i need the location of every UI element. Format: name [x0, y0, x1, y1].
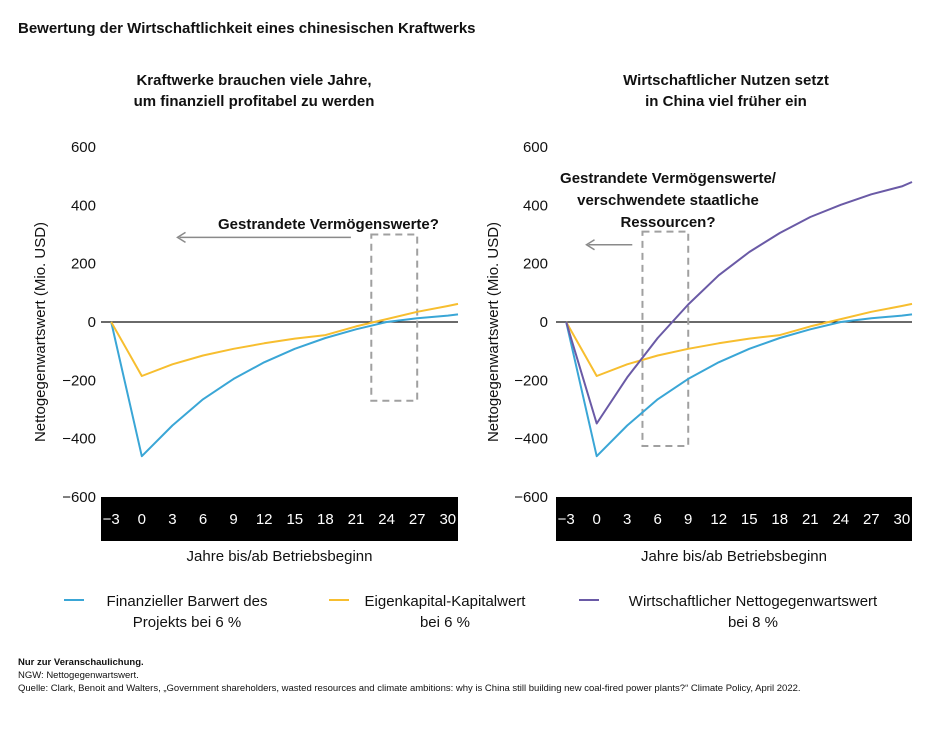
note-source: Quelle: Clark, Benoit and Walters, „Gove…	[18, 683, 801, 694]
chart-right-title-line1: Wirtschaftlicher Nutzen setzt	[623, 72, 829, 89]
right-x-axis-band	[556, 497, 912, 541]
left-xtick-label: 3	[168, 511, 176, 528]
right-xtick-label: 24	[832, 511, 849, 528]
left-ytick-label: 400	[71, 197, 96, 214]
left-ytick-label: 600	[71, 139, 96, 156]
right-ytick-label: −400	[514, 431, 548, 448]
left-series-line-0	[110, 313, 459, 458]
right-series-line-2	[565, 181, 913, 425]
left-xtick-label: 24	[378, 511, 395, 528]
left-ytick-label: −400	[62, 431, 96, 448]
right-xtick-label: 18	[771, 511, 788, 528]
legend-item-yellow: Eigenkapital-Kapitalwert bei 6 %	[355, 591, 535, 633]
right-arrow-head	[585, 239, 595, 251]
left-xtick-label: 21	[348, 511, 365, 528]
chart-right-title: Wirtschaftlicher Nutzen setzt in China v…	[576, 70, 876, 112]
left-ytick-label: −600	[62, 489, 96, 506]
left-arrow-head	[176, 231, 186, 244]
legend-purple-line2: bei 8 %	[727, 614, 779, 631]
right-xtick-label: 15	[741, 511, 758, 528]
main-title: Bewertung der Wirtschaftlichkeit eines c…	[18, 20, 476, 37]
footnotes: Nur zur Veranschaulichung. NGW: Nettogeg…	[18, 656, 801, 695]
left-ytick-label: 0	[88, 314, 96, 331]
right-annotation-line: verschwendete staatliche	[577, 192, 759, 209]
right-xtick-label: 21	[802, 511, 819, 528]
left-stranded-assets-box	[370, 233, 419, 402]
legend-swatch-purple	[579, 599, 599, 601]
right-xtick-label: 27	[863, 511, 880, 528]
legend-item-blue: Finanzieller Barwert des Projekts bei 6 …	[92, 591, 282, 633]
right-ytick-label: 200	[523, 256, 548, 273]
right-ytick-label: −600	[514, 489, 548, 506]
right-xlabel: Jahre bis/ab Betriebsbeginn	[641, 548, 827, 565]
left-xtick-label: 18	[317, 511, 334, 528]
right-annotation-line: Gestrandete Vermögenswerte/	[560, 170, 777, 187]
right-xtick-label: 0	[593, 511, 601, 528]
legend-yellow-line1: Eigenkapital-Kapitalwert	[364, 593, 526, 610]
right-ytick-label: 0	[540, 314, 548, 331]
chart-right-title-line2: in China viel früher ein	[645, 93, 807, 110]
left-xtick-label: 12	[256, 511, 273, 528]
note-abbreviation: NGW: Nettogegenwartswert.	[18, 670, 139, 681]
right-xtick-label: 6	[654, 511, 662, 528]
chart-left-title-line2: um finanziell profitabel zu werden	[133, 93, 375, 110]
legend-blue-line2: Projekts bei 6 %	[132, 614, 242, 631]
chart-left-title: Kraftwerke brauchen viele Jahre, um fina…	[104, 70, 404, 112]
legend-yellow-line2: bei 6 %	[419, 614, 471, 631]
right-xtick-label: −3	[558, 511, 575, 528]
left-x-axis-band	[101, 497, 458, 541]
left-ytick-label: 200	[71, 256, 96, 273]
chart-left-title-line1: Kraftwerke brauchen viele Jahre,	[136, 72, 372, 89]
left-ytick-label: −200	[62, 372, 96, 389]
left-xtick-label: −3	[103, 511, 120, 528]
left-xtick-label: 30	[439, 511, 456, 528]
legend-purple-line1: Wirtschaftlicher Nettogegenwartswert	[628, 593, 878, 610]
right-stranded-assets-box	[641, 230, 690, 447]
left-xtick-label: 6	[199, 511, 207, 528]
right-xtick-label: 3	[623, 511, 631, 528]
left-xtick-label: 9	[229, 511, 237, 528]
right-ytick-label: 400	[523, 197, 548, 214]
legend-swatch-blue	[64, 599, 84, 601]
left-xtick-label: 0	[138, 511, 146, 528]
right-xtick-label: 12	[710, 511, 727, 528]
right-ylabel: Nettogegenwartswert (Mio. USD)	[485, 222, 502, 442]
right-series-line-1	[565, 302, 913, 377]
right-ytick-label: 600	[523, 139, 548, 156]
legend-swatch-yellow	[329, 599, 349, 601]
left-xlabel: Jahre bis/ab Betriebsbeginn	[187, 548, 373, 565]
right-series-line-0	[565, 313, 913, 458]
note-illustration: Nur zur Veranschaulichung.	[18, 657, 144, 668]
legend-item-purple: Wirtschaftlicher Nettogegenwartswert bei…	[608, 591, 898, 633]
right-xtick-label: 30	[893, 511, 910, 528]
right-ytick-label: −200	[514, 372, 548, 389]
right-xtick-label: 9	[684, 511, 692, 528]
left-xtick-label: 27	[409, 511, 426, 528]
left-series-line-1	[110, 302, 459, 377]
legend-blue-line1: Finanzieller Barwert des	[106, 593, 268, 610]
left-ylabel: Nettogegenwartswert (Mio. USD)	[32, 222, 49, 442]
left-annotation: Gestrandete Vermögenswerte?	[218, 216, 439, 233]
left-xtick-label: 15	[286, 511, 303, 528]
right-annotation-line: Ressourcen?	[620, 214, 715, 231]
